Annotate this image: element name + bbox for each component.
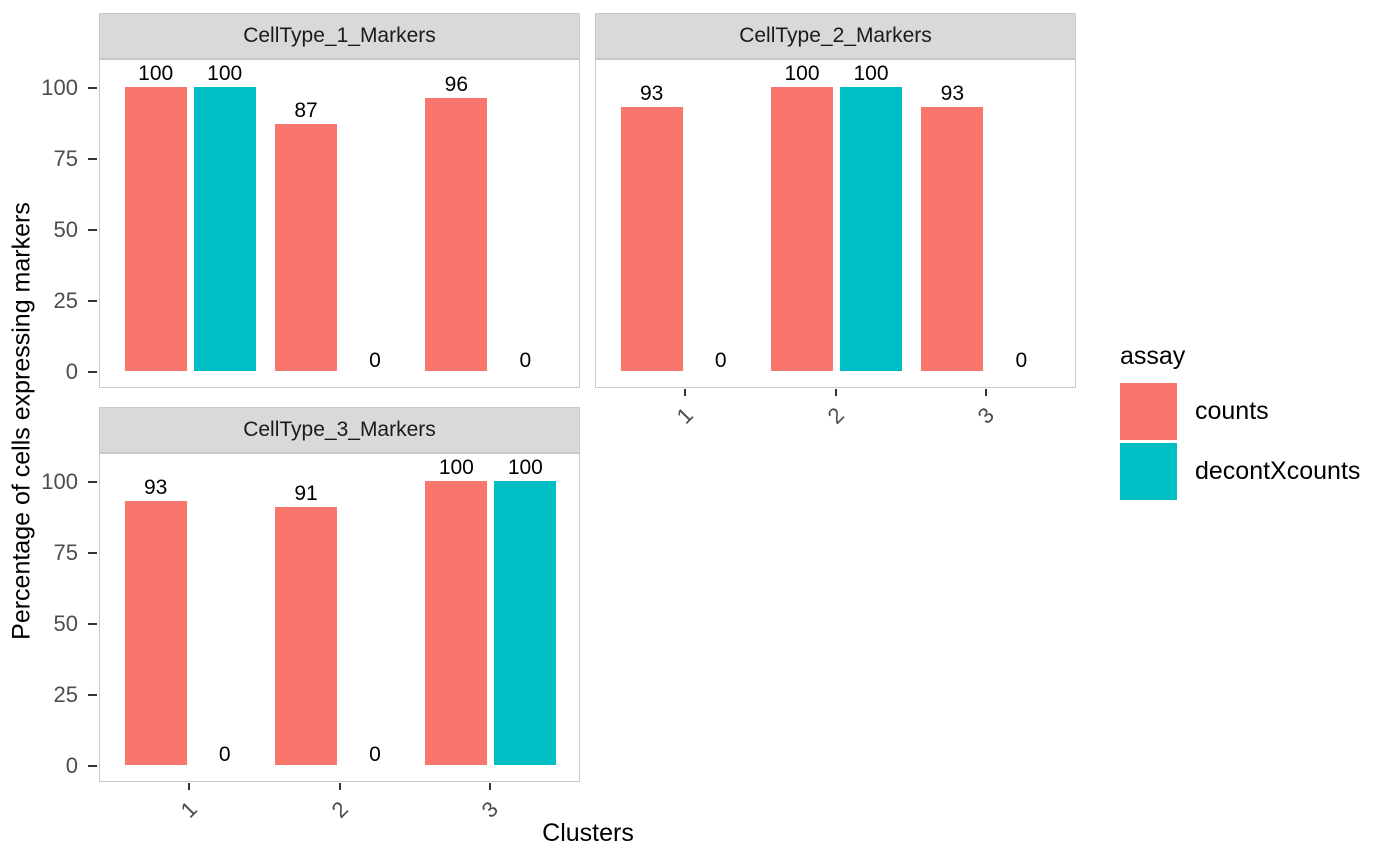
legend-swatch-counts-icon <box>1120 383 1177 440</box>
legend-label-decontXcounts: decontXcounts <box>1195 457 1361 485</box>
bar-counts <box>124 87 187 371</box>
x-tick-label: 1 <box>671 402 699 429</box>
bar-counts <box>275 123 338 371</box>
facet-panel: 100 87 96 100 0 0 <box>99 59 580 388</box>
y-tick-mark <box>88 694 97 696</box>
bar-counts <box>425 98 488 371</box>
legend-item-decontXcounts: decontXcounts <box>1120 443 1360 500</box>
bar-counts <box>620 106 683 371</box>
bar-value-label: 93 <box>144 475 168 499</box>
bar-value-label: 100 <box>207 62 243 85</box>
bar-value-label: 91 <box>294 481 318 505</box>
x-tick-mark <box>188 783 191 790</box>
facet-strip: CellType_3_Markers <box>99 407 580 453</box>
facet-strip: CellType_2_Markers <box>595 13 1076 59</box>
bar-value-label: 93 <box>940 81 965 105</box>
bar-value-label: 0 <box>714 349 727 372</box>
y-tick-label: 0 <box>65 753 78 778</box>
facet-CellType_3_Markers: CellType_3_Markers 93 91 100 0 0 100 0 25 50 75 100… <box>41 407 580 823</box>
y-tick-label: 100 <box>41 469 78 494</box>
y-tick-label: 25 <box>53 288 78 313</box>
y-tick-mark <box>88 765 97 767</box>
bar-value-label: 100 <box>507 456 543 479</box>
bar-counts <box>124 500 187 765</box>
y-tick-mark <box>88 371 97 373</box>
facet-strip: CellType_1_Markers <box>99 13 580 59</box>
bar-decontXcounts <box>494 481 557 765</box>
x-tick-mark <box>834 389 837 396</box>
bar-counts <box>771 87 834 371</box>
y-axis-title: Percentage of cells expressing markers <box>7 202 36 640</box>
bar-decontXcounts <box>840 87 903 371</box>
bar-value-label: 100 <box>853 62 889 85</box>
legend: assay counts decontXcounts <box>1120 342 1360 503</box>
bar-value-label: 93 <box>640 81 664 105</box>
x-tick-label: 2 <box>822 402 849 429</box>
x-axis-title: Clusters <box>542 819 634 847</box>
x-tick-mark <box>488 783 491 790</box>
facet-CellType_2_Markers: CellType_2_Markers 93 100 93 0 100 0 1 2 3 <box>595 13 1076 429</box>
y-tick-label: 25 <box>53 682 78 707</box>
y-tick-label: 0 <box>65 359 78 384</box>
bar-value-label: 100 <box>138 62 174 85</box>
bar-counts <box>425 481 488 765</box>
bar-value-label: 87 <box>294 98 318 122</box>
y-tick-label: 75 <box>53 540 78 565</box>
legend-title: assay <box>1120 342 1186 370</box>
bar-counts <box>921 106 984 371</box>
bar-value-label: 100 <box>438 456 474 479</box>
x-tick-label: 3 <box>972 402 999 429</box>
y-tick-mark <box>88 158 97 160</box>
legend-label-counts: counts <box>1195 397 1269 425</box>
facet-panel: 93 91 100 0 0 100 <box>99 453 580 782</box>
x-tick-mark <box>984 389 987 396</box>
bar-counts <box>275 506 338 765</box>
bar-value-label: 0 <box>369 743 381 766</box>
bar-value-label: 0 <box>1015 349 1028 372</box>
facet-panel: 93 100 93 0 100 0 <box>595 59 1076 388</box>
bar-value-label: 0 <box>519 349 532 372</box>
y-tick-mark <box>88 481 97 483</box>
bar-value-label: 96 <box>444 73 469 97</box>
x-tick-mark <box>338 783 341 790</box>
x-tick-mark <box>684 389 687 396</box>
y-tick-mark <box>88 300 97 302</box>
legend-swatch-decontXcounts-icon <box>1120 443 1177 500</box>
bar-value-label: 100 <box>784 62 820 85</box>
facet-CellType_1_Markers: CellType_1_Markers 100 87 96 100 0 0 0 25 50 75 100 <box>41 13 580 388</box>
y-tick-label: 75 <box>53 146 78 171</box>
y-tick-label: 100 <box>41 75 78 100</box>
y-tick-label: 50 <box>53 217 78 242</box>
bar-value-label: 0 <box>369 349 381 372</box>
y-tick-label: 50 <box>53 611 78 636</box>
bar-decontXcounts <box>193 87 256 371</box>
y-tick-mark <box>88 229 97 231</box>
legend-item-counts: counts <box>1120 383 1360 440</box>
y-tick-mark <box>88 87 97 89</box>
y-tick-mark <box>88 623 97 625</box>
bar-value-label: 0 <box>218 743 231 766</box>
y-tick-mark <box>88 552 97 554</box>
